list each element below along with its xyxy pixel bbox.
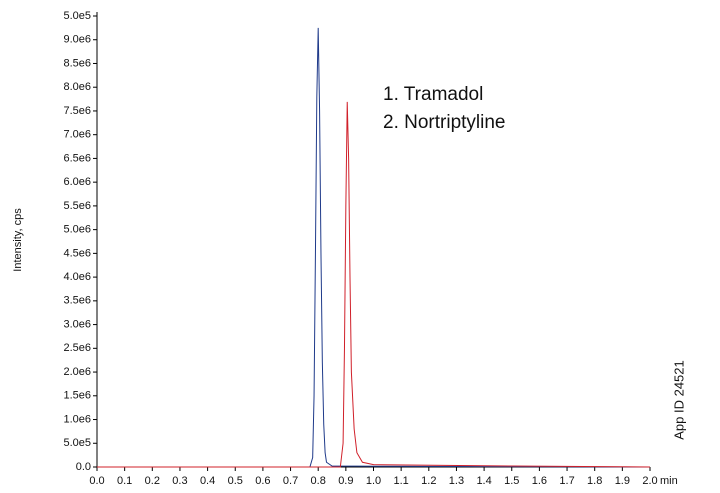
x-unit: min bbox=[660, 475, 678, 487]
series-line bbox=[97, 101, 651, 468]
y-tick-label: 6.0e6 bbox=[63, 176, 91, 188]
y-tick-label: 5.0e6 bbox=[63, 224, 91, 236]
x-tick-label: 1.8 bbox=[587, 475, 602, 487]
y-tick-label: 5.0e5 bbox=[63, 10, 91, 22]
x-tick-label: 0.1 bbox=[117, 475, 132, 487]
x-tick-label: 0.3 bbox=[172, 475, 187, 487]
legend-text: 1. Tramadol bbox=[383, 84, 483, 105]
y-tick-label: 6.5e6 bbox=[63, 152, 91, 164]
y-axis-label: Intensity, cps bbox=[12, 208, 24, 272]
x-tick-label: 0.7 bbox=[283, 475, 298, 487]
x-tick-label: 1.6 bbox=[532, 475, 547, 487]
y-tick-label: 5.5e6 bbox=[63, 200, 91, 212]
y-tick-label: 1.5e6 bbox=[63, 390, 91, 402]
x-tick-label: 0.9 bbox=[338, 475, 353, 487]
x-tick-label: 1.9 bbox=[615, 475, 630, 487]
x-tick-label: 0.2 bbox=[145, 475, 160, 487]
y-tick-label: 1.0e6 bbox=[63, 413, 91, 425]
x-tick-label: 1.7 bbox=[559, 475, 574, 487]
series-line bbox=[97, 27, 651, 468]
y-tick-label: 2.5e6 bbox=[63, 342, 91, 354]
y-tick-label: 7.5e6 bbox=[63, 105, 91, 117]
x-tick-label: 1.5 bbox=[504, 475, 519, 487]
x-tick-label: 1.0 bbox=[366, 475, 381, 487]
legend-text: 2. Nortriptyline bbox=[383, 112, 506, 133]
y-tick-label: 9.0e6 bbox=[63, 34, 91, 46]
annotation: App ID 24521 bbox=[671, 360, 686, 440]
x-tick-label: 0.5 bbox=[228, 475, 243, 487]
x-tick-label: 1.3 bbox=[449, 475, 464, 487]
y-tick-label: 3.0e6 bbox=[63, 318, 91, 330]
y-tick-label: 3.5e6 bbox=[63, 295, 91, 307]
x-tick-label: 0.8 bbox=[311, 475, 326, 487]
y-tick-label: 8.5e6 bbox=[63, 57, 91, 69]
x-tick-label: 2.0 bbox=[642, 475, 657, 487]
y-tick-label: 5.0e5 bbox=[63, 437, 91, 449]
x-tick-label: 0.6 bbox=[255, 475, 270, 487]
x-tick-label: 0.4 bbox=[200, 475, 215, 487]
y-tick-label: 7.0e6 bbox=[63, 129, 91, 141]
y-tick-label: 2.0e6 bbox=[63, 366, 91, 378]
x-tick-label: 1.2 bbox=[421, 475, 436, 487]
y-tick-label: 4.0e6 bbox=[63, 271, 91, 283]
x-tick-label: 0.0 bbox=[89, 475, 104, 487]
x-tick-label: 1.1 bbox=[394, 475, 409, 487]
y-tick-label: 4.5e6 bbox=[63, 247, 91, 259]
x-tick-label: 1.4 bbox=[476, 475, 491, 487]
y-tick-label: 0.0 bbox=[76, 461, 91, 473]
y-tick-label: 8.0e6 bbox=[63, 81, 91, 93]
